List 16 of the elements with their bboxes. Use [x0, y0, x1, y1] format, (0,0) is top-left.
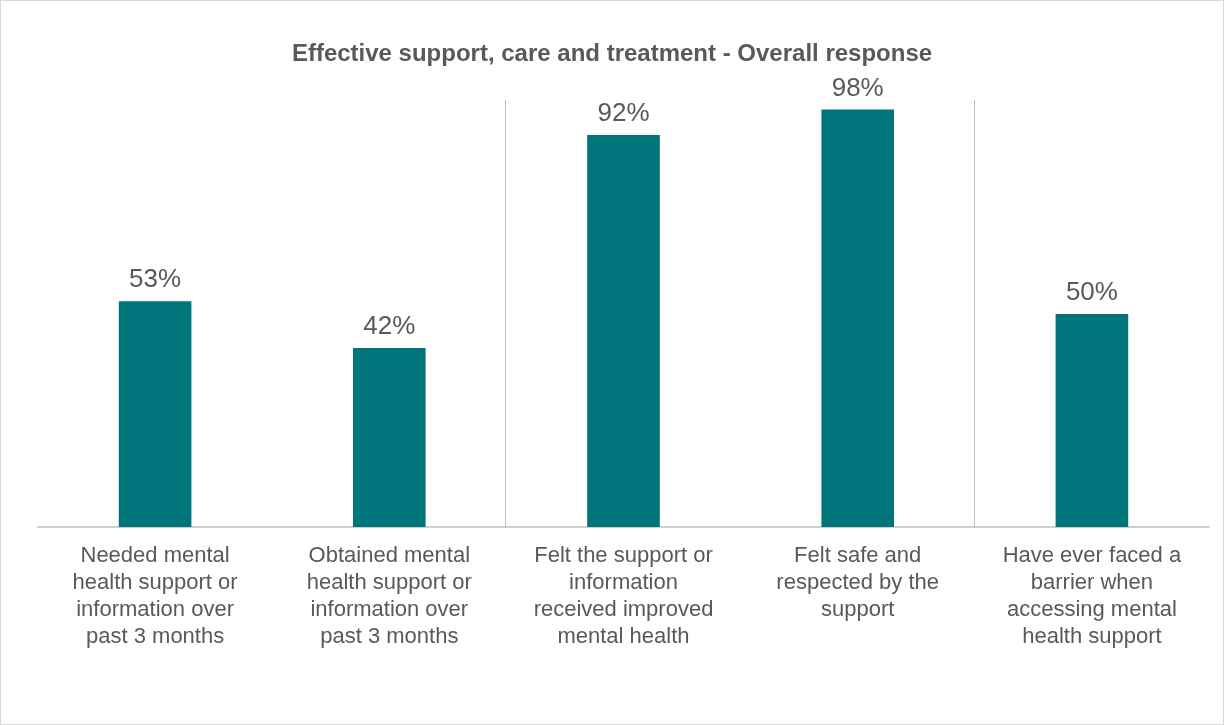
x-tick-label: Felt safe and respected by the support [776, 542, 940, 621]
bar [1055, 314, 1129, 527]
x-tick-label: Felt the support or information received improved mental health [533, 542, 714, 648]
data-label: 42% [363, 310, 416, 341]
x-tick-label: Obtained mental health support or information over past 3 months [306, 542, 472, 648]
data-label: 92% [597, 97, 650, 128]
bar [821, 109, 894, 527]
chart-title: Effective support, care and treatment - Overall response [291, 38, 933, 66]
data-label: 98% [831, 71, 884, 102]
x-tick-label: Needed mental health support or information over past 3 months [72, 542, 238, 648]
data-label: 53% [129, 263, 182, 294]
x-tick-label: Have ever faced a barrier when accessing mental health support [1002, 542, 1182, 648]
bar [353, 348, 426, 527]
bar [587, 135, 660, 527]
bar [118, 301, 192, 527]
data-label: 50% [1065, 276, 1118, 306]
